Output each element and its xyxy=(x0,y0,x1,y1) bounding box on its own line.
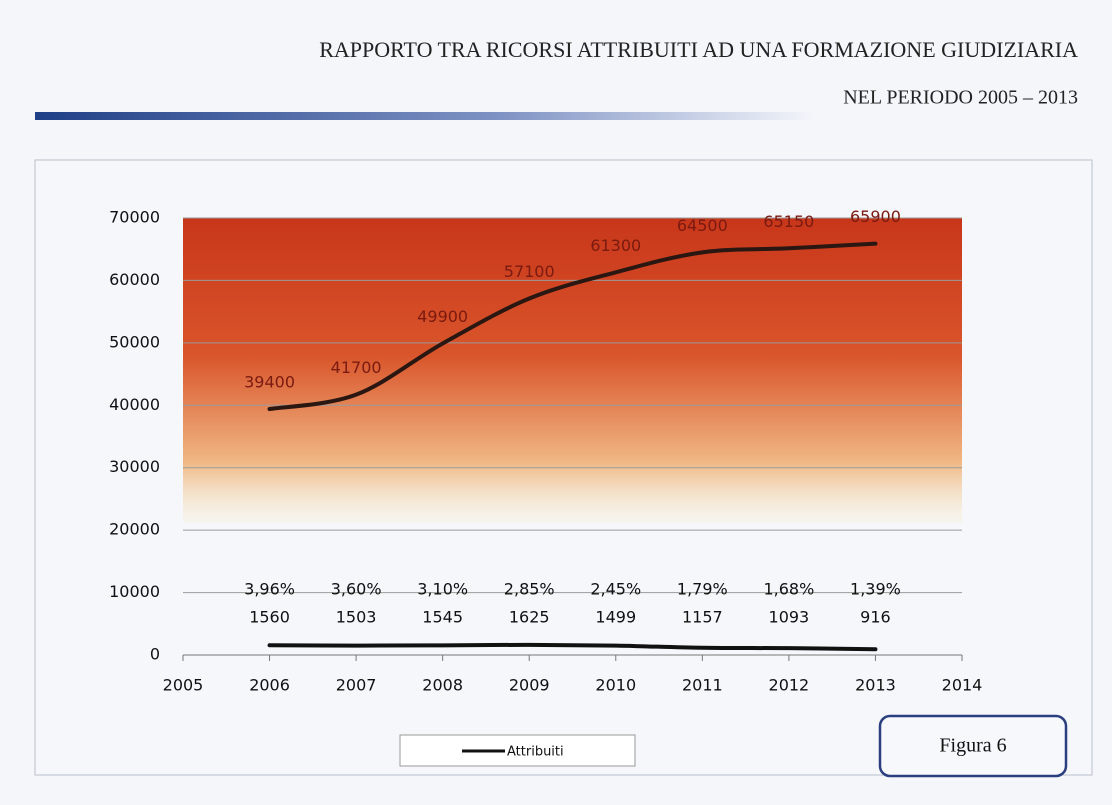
x-tick-label: 2007 xyxy=(336,676,377,695)
x-tick-label: 2005 xyxy=(163,676,204,695)
x-tick-label: 2008 xyxy=(422,676,463,695)
x-tick-label: 2009 xyxy=(509,676,550,695)
data-label: 1625 xyxy=(509,608,550,627)
data-label: 64500 xyxy=(677,216,728,235)
data-label: 1560 xyxy=(249,608,290,627)
data-label: 57100 xyxy=(504,262,555,281)
x-tick-label: 2011 xyxy=(682,676,723,695)
data-label: 49900 xyxy=(417,307,468,326)
percentage-label: 1,79% xyxy=(677,580,728,599)
percentage-label: 2,45% xyxy=(590,580,641,599)
data-label: 65150 xyxy=(763,212,814,231)
data-label: 1093 xyxy=(769,608,810,627)
data-label: 1503 xyxy=(336,608,377,627)
x-tick-label: 2010 xyxy=(595,676,636,695)
subtitle: NEL PERIODO 2005 – 2013 xyxy=(843,87,1078,109)
data-label: 1157 xyxy=(682,608,723,627)
percentage-label: 3,96% xyxy=(244,580,295,599)
plot: 0 10000 20000 30000 40000 50000 60000 70000 2005… xyxy=(109,207,982,694)
y-tick-label: 50000 xyxy=(109,332,160,351)
legend-box xyxy=(399,734,636,767)
header-bar xyxy=(35,112,815,120)
percentage-label: 1,68% xyxy=(763,580,814,599)
y-tick-label: 70000 xyxy=(109,208,160,227)
x-tick-label: 2006 xyxy=(249,676,290,695)
y-tick-label: 10000 xyxy=(109,582,160,601)
y-tick-label: 60000 xyxy=(109,270,160,289)
x-tick-label: 2012 xyxy=(769,676,810,695)
data-label: 39400 xyxy=(244,373,295,392)
plot-fill xyxy=(183,218,962,523)
data-label: 65900 xyxy=(850,207,901,226)
legend-label: Attribuiti xyxy=(507,745,564,760)
percentage-label: 2,85% xyxy=(504,580,555,599)
series-line xyxy=(267,642,878,652)
data-label: 41700 xyxy=(331,358,382,377)
figure-label: Figura 6 xyxy=(939,735,1006,757)
percentage-label: 3,60% xyxy=(331,580,382,599)
data-label: 61300 xyxy=(590,236,641,255)
percentage-label: 3,10% xyxy=(417,580,468,599)
x-tick-label: 2014 xyxy=(942,676,983,695)
y-tick-label: 0 xyxy=(150,645,160,664)
y-tick-label: 40000 xyxy=(109,395,160,414)
y-tick-label: 30000 xyxy=(109,457,160,476)
data-label: 1545 xyxy=(422,608,463,627)
y-tick-label: 20000 xyxy=(109,520,160,539)
series-line xyxy=(267,241,878,412)
figure-box xyxy=(878,714,1068,778)
title: RAPPORTO TRA RICORSI ATTRIBUITI AD UNA F… xyxy=(319,37,1078,62)
x-tick-label: 2013 xyxy=(855,676,896,695)
data-label: 916 xyxy=(860,608,891,627)
percentage-label: 1,39% xyxy=(850,580,901,599)
data-label: 1499 xyxy=(595,608,636,627)
